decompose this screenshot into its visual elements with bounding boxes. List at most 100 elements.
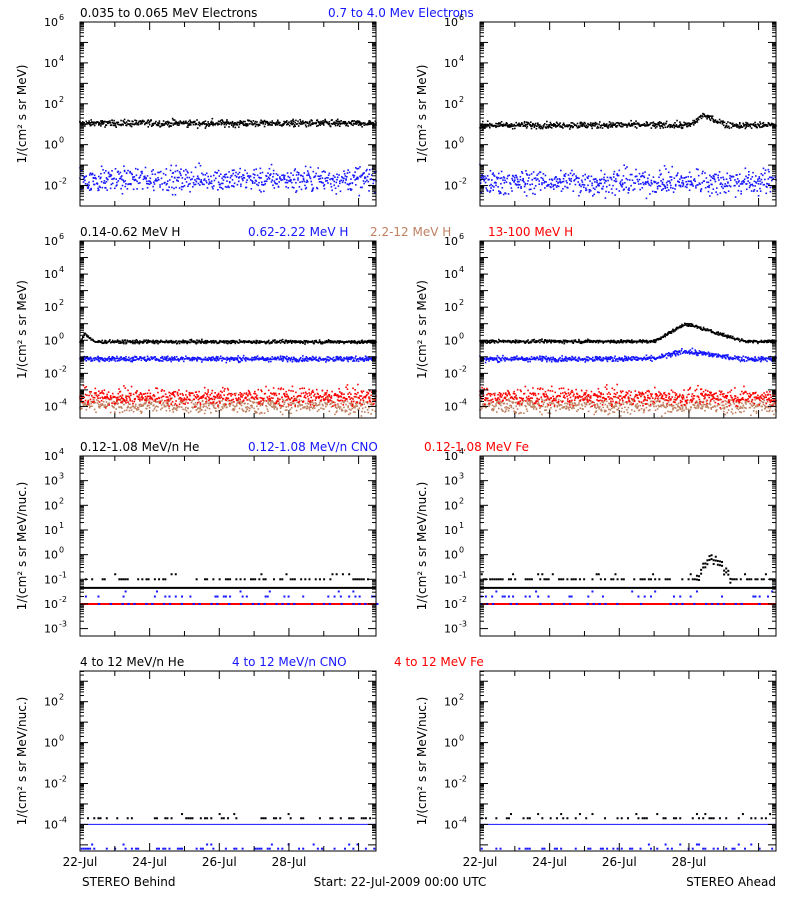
data-point — [114, 340, 116, 342]
data-point — [584, 173, 586, 176]
data-point — [171, 175, 173, 178]
data-point — [162, 358, 165, 360]
data-point — [125, 183, 127, 185]
data-point — [726, 126, 729, 129]
data-point — [240, 120, 243, 123]
data-point — [280, 358, 283, 361]
data-point — [232, 404, 235, 407]
data-point — [146, 122, 148, 125]
data-point — [93, 123, 95, 125]
data-point — [502, 176, 505, 178]
data-point — [302, 177, 305, 180]
data-point — [325, 361, 327, 363]
data-point — [116, 184, 118, 186]
data-point — [139, 355, 142, 358]
data-point — [350, 356, 353, 358]
data-point — [488, 125, 490, 127]
data-point — [132, 342, 134, 345]
data-point — [136, 390, 138, 392]
data-point — [127, 405, 129, 408]
data-point — [266, 178, 269, 180]
data-point — [526, 123, 529, 126]
data-point — [357, 176, 359, 179]
data-point — [637, 123, 639, 126]
data-point — [219, 173, 222, 176]
data-point — [336, 120, 338, 123]
data-point — [106, 405, 108, 408]
data-point — [263, 190, 265, 193]
data-point — [340, 356, 342, 359]
data-point — [111, 121, 114, 124]
data-point — [753, 124, 756, 127]
data-point — [316, 410, 319, 413]
data-point — [343, 123, 346, 125]
data-point — [210, 340, 212, 342]
data-point — [226, 356, 228, 359]
data-point — [350, 178, 352, 180]
data-point — [256, 401, 259, 404]
data-point — [175, 164, 177, 167]
data-point — [359, 186, 362, 189]
data-point — [350, 402, 353, 405]
data-point — [620, 122, 623, 124]
data-point — [117, 402, 120, 405]
data-point — [309, 402, 312, 404]
data-point — [301, 180, 303, 183]
data-point — [220, 187, 223, 189]
data-point — [289, 408, 292, 411]
data-point — [124, 387, 127, 389]
data-point — [238, 401, 241, 403]
data-point — [104, 404, 106, 406]
data-point — [90, 188, 92, 191]
data-point — [97, 355, 99, 358]
data-point — [196, 358, 199, 361]
data-point — [227, 121, 230, 123]
data-point — [615, 122, 618, 124]
data-point — [276, 174, 279, 176]
data-point — [509, 183, 512, 185]
data-point — [704, 172, 706, 174]
data-point — [320, 174, 322, 177]
data-point — [495, 125, 498, 127]
data-point — [665, 168, 667, 170]
data-point — [113, 356, 115, 359]
data-point — [293, 178, 296, 181]
data-point — [146, 405, 149, 407]
data-point — [185, 174, 187, 176]
data-point — [141, 395, 143, 397]
data-point — [628, 179, 631, 181]
data-point — [646, 181, 648, 184]
data-point — [741, 126, 744, 128]
data-point — [287, 123, 290, 126]
data-point — [529, 123, 531, 126]
data-point — [87, 186, 90, 188]
data-point — [559, 181, 562, 184]
data-point — [514, 124, 517, 127]
data-point — [217, 404, 220, 407]
data-point — [660, 180, 662, 182]
data-point — [527, 122, 530, 124]
data-point — [98, 390, 100, 393]
data-point — [227, 185, 230, 187]
data-point — [711, 115, 714, 118]
data-point — [98, 175, 100, 178]
data-point — [305, 186, 308, 189]
data-point — [111, 119, 113, 121]
data-point — [134, 167, 137, 170]
data-point — [287, 402, 290, 405]
data-point — [104, 357, 106, 360]
data-point — [559, 169, 562, 172]
data-point — [233, 169, 235, 171]
data-point — [481, 120, 484, 123]
data-point — [115, 357, 118, 360]
data-point — [340, 179, 342, 182]
data-point — [356, 405, 358, 407]
data-point — [552, 185, 554, 188]
data-point — [148, 122, 150, 124]
data-point — [537, 123, 539, 125]
data-point — [628, 123, 631, 126]
data-point — [661, 125, 664, 128]
data-point — [365, 359, 368, 362]
data-point — [201, 172, 203, 175]
data-point — [720, 185, 723, 188]
